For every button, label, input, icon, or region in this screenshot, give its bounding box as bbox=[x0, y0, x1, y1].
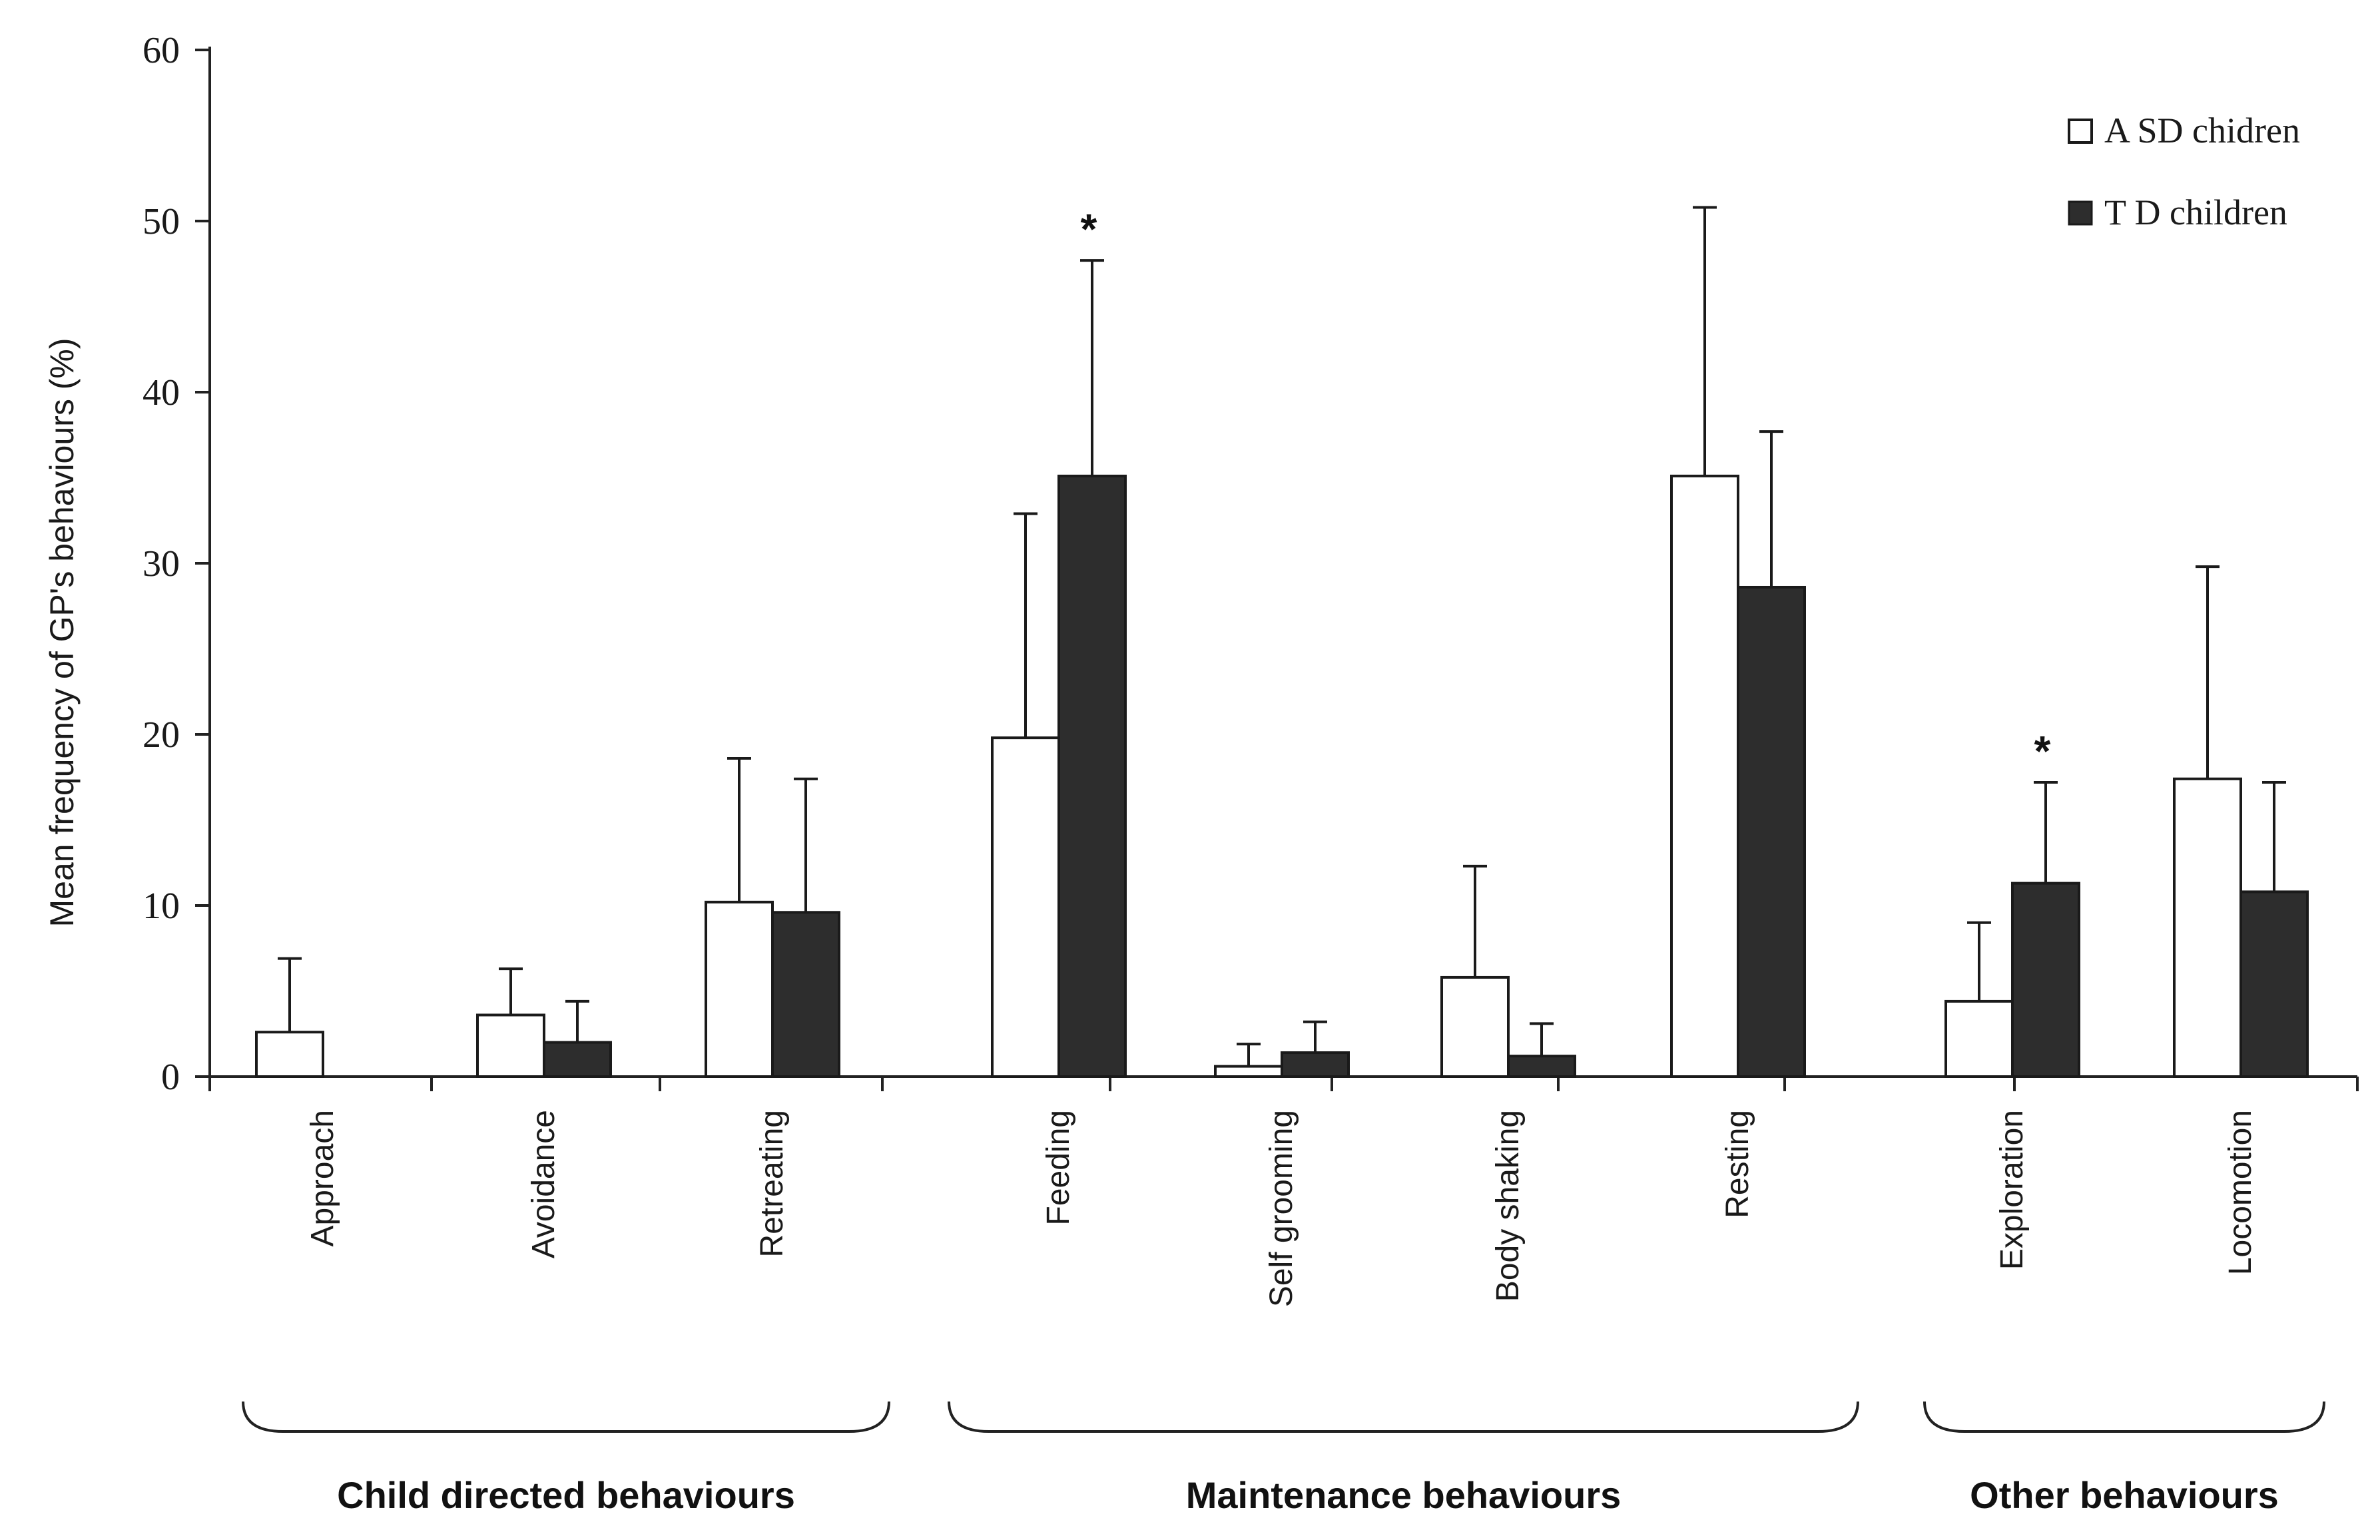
bar-asd bbox=[1670, 474, 1739, 1078]
group-label: Other behaviours bbox=[1970, 1474, 2279, 1516]
error-bars-layer bbox=[278, 206, 2286, 1067]
category-label: Self grooming bbox=[1264, 1110, 1299, 1307]
bar-asd bbox=[1944, 999, 2014, 1079]
y-tick-label: 50 bbox=[143, 201, 180, 242]
category-label: Resting bbox=[1720, 1110, 1755, 1218]
y-tick-label: 0 bbox=[161, 1057, 180, 1098]
group-label: Child directed behaviours bbox=[337, 1474, 795, 1516]
y-axis-label: Mean frequency of GP's behaviours (%) bbox=[43, 338, 81, 927]
bar-td bbox=[2239, 890, 2309, 1078]
y-tick-label: 40 bbox=[143, 372, 180, 413]
y-tick-label: 60 bbox=[143, 30, 180, 71]
y-tick-label: 20 bbox=[143, 714, 180, 756]
category-label: Avoidance bbox=[526, 1110, 561, 1258]
legend: A SD chidren T D children bbox=[2068, 111, 2300, 232]
bars-layer bbox=[255, 474, 2309, 1079]
y-tick-label: 10 bbox=[143, 886, 180, 927]
bar-asd bbox=[1214, 1065, 1283, 1078]
legend-swatch-asd bbox=[2068, 119, 2093, 144]
category-label: Locomotion bbox=[2223, 1110, 2258, 1275]
tick-labels-layer: 0 10 20 30 40 50 60 Approach Avoidance Retreating… bbox=[143, 30, 2258, 1307]
category-label: Feeding bbox=[1041, 1110, 1076, 1225]
group-brace bbox=[1923, 1401, 2325, 1433]
legend-label-asd: A SD chidren bbox=[2104, 111, 2300, 150]
y-tick-label: 30 bbox=[143, 543, 180, 585]
bar-asd bbox=[476, 1013, 545, 1078]
significance-star: * bbox=[2034, 727, 2051, 775]
category-label: Retreating bbox=[754, 1110, 790, 1257]
group-brace bbox=[948, 1401, 1859, 1433]
bar-td bbox=[1057, 474, 1127, 1078]
category-label: Body shaking bbox=[1490, 1110, 1526, 1302]
bar-asd bbox=[2173, 777, 2242, 1078]
significance-star: * bbox=[1081, 205, 1097, 253]
bar-td bbox=[543, 1041, 612, 1078]
bar-td bbox=[1737, 585, 1806, 1078]
bar-asd bbox=[991, 736, 1060, 1078]
category-label: Exploration bbox=[1994, 1110, 2030, 1270]
bar-asd bbox=[705, 900, 774, 1078]
group-brace bbox=[242, 1401, 890, 1433]
groups-layer: Child directed behaviours Maintenance beh… bbox=[242, 1401, 2325, 1516]
legend-swatch-td bbox=[2068, 200, 2093, 226]
category-label: Approach bbox=[305, 1110, 340, 1246]
bar-asd bbox=[255, 1031, 324, 1079]
bar-td bbox=[1281, 1051, 1350, 1079]
bar-td bbox=[771, 911, 840, 1079]
bar-td bbox=[2011, 882, 2080, 1078]
legend-label-td: T D children bbox=[2104, 192, 2287, 232]
bar-td bbox=[1507, 1055, 1576, 1079]
group-label: Maintenance behaviours bbox=[1186, 1474, 1622, 1516]
bar-asd bbox=[1440, 975, 1510, 1078]
